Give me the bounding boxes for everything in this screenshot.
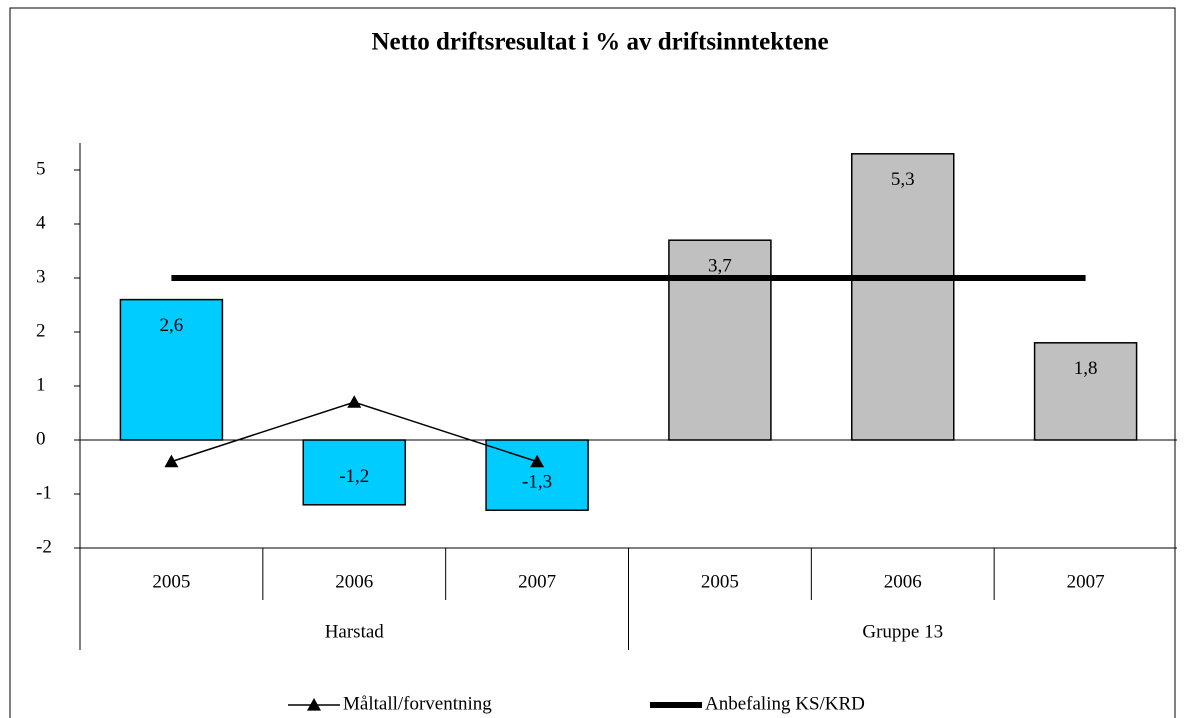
x-tick-label: 2005 (152, 571, 190, 592)
y-tick-label: 5 (36, 158, 46, 179)
line-marker (164, 454, 179, 468)
legend-label: Måltall/forventning (343, 693, 492, 714)
y-tick-label: 4 (36, 212, 46, 233)
y-tick-label: -1 (36, 482, 52, 503)
group-label: Gruppe 13 (862, 621, 943, 642)
value-label: 3,7 (708, 256, 732, 277)
value-label: -1,2 (339, 466, 369, 487)
legend-label: Anbefaling KS/KRD (705, 693, 865, 714)
value-label: 1,8 (1074, 358, 1098, 379)
y-tick-label: 2 (36, 320, 46, 341)
line-marker (530, 454, 545, 468)
group-label: Harstad (325, 621, 385, 642)
y-tick-label: -2 (36, 536, 52, 557)
y-tick-label: 0 (36, 428, 46, 449)
x-tick-label: 2006 (335, 571, 373, 592)
bar (851, 153, 955, 441)
legend-marker (307, 698, 321, 711)
value-label: 5,3 (891, 169, 915, 190)
chart-title: Netto driftsresultat i % av driftsinntek… (371, 29, 828, 56)
y-tick-label: 3 (36, 266, 46, 287)
bar (302, 439, 406, 506)
y-tick-label: 1 (36, 374, 46, 395)
x-tick-label: 2007 (518, 571, 556, 592)
x-tick-label: 2007 (1067, 571, 1105, 592)
x-tick-label: 2006 (884, 571, 922, 592)
value-label: 2,6 (160, 315, 184, 336)
bar (119, 298, 224, 441)
bar (485, 439, 589, 511)
value-label: -1,3 (522, 472, 552, 493)
line-marker (347, 395, 362, 408)
bar (1033, 342, 1138, 441)
x-tick-label: 2005 (701, 571, 739, 592)
